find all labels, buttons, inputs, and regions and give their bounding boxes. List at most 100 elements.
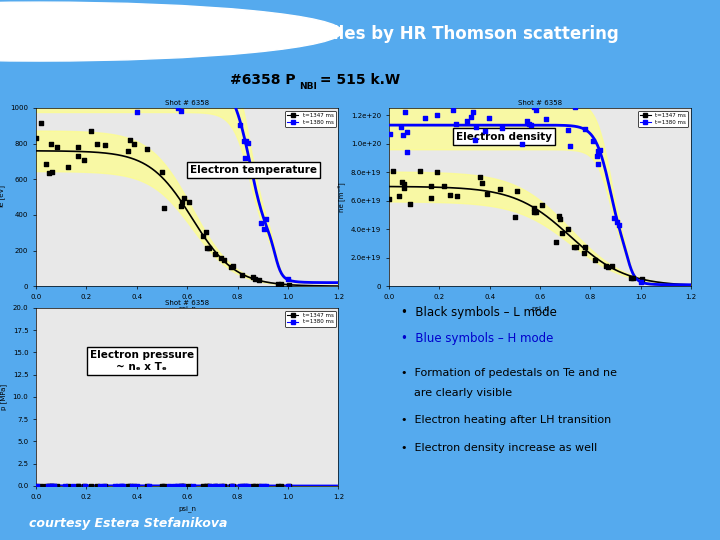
Y-axis label: Te [eV]: Te [eV] bbox=[0, 185, 5, 209]
Point bbox=[397, 131, 408, 139]
Point bbox=[395, 123, 406, 131]
Point bbox=[226, 92, 238, 100]
Point bbox=[399, 179, 410, 188]
Point bbox=[197, 482, 209, 490]
Point bbox=[420, 114, 431, 123]
Point bbox=[124, 136, 135, 145]
Point bbox=[91, 482, 103, 490]
Point bbox=[578, 249, 590, 258]
Point bbox=[426, 194, 437, 202]
Point bbox=[516, 139, 528, 148]
Point bbox=[564, 141, 575, 150]
Text: •  Blue symbols – H mode: • Blue symbols – H mode bbox=[402, 332, 554, 345]
Point bbox=[613, 221, 624, 230]
Point bbox=[282, 275, 294, 284]
Point bbox=[451, 191, 463, 200]
Title: Shot # 6358: Shot # 6358 bbox=[518, 100, 562, 106]
Point bbox=[284, 482, 295, 490]
Point bbox=[239, 153, 251, 162]
Point bbox=[217, 482, 228, 490]
Point bbox=[469, 136, 480, 144]
Legend: t=1347 ms, t=1380 ms: t=1347 ms, t=1380 ms bbox=[284, 310, 336, 327]
Point bbox=[109, 482, 120, 490]
Point bbox=[432, 111, 444, 119]
Point bbox=[384, 130, 395, 138]
Point bbox=[568, 243, 580, 252]
Point bbox=[176, 202, 187, 211]
Point bbox=[31, 91, 42, 99]
Point bbox=[215, 253, 227, 262]
Point bbox=[521, 117, 532, 125]
Point bbox=[113, 84, 125, 92]
Point bbox=[94, 482, 106, 490]
Point bbox=[183, 198, 194, 206]
Point bbox=[587, 137, 598, 145]
Point bbox=[168, 100, 179, 109]
Point bbox=[554, 214, 566, 223]
Point bbox=[42, 85, 53, 94]
Point bbox=[528, 103, 539, 111]
Text: •  Electron heating after LH transition: • Electron heating after LH transition bbox=[402, 415, 612, 425]
Point bbox=[51, 142, 63, 151]
Point bbox=[172, 104, 184, 112]
Point bbox=[247, 482, 258, 490]
Point bbox=[401, 147, 413, 156]
Point bbox=[131, 482, 143, 490]
Point bbox=[242, 139, 253, 147]
Point bbox=[85, 127, 96, 136]
Point bbox=[495, 185, 506, 193]
Point bbox=[43, 482, 55, 490]
Point bbox=[236, 482, 248, 490]
Point bbox=[400, 107, 411, 116]
Text: •  Black symbols – L mode: • Black symbols – L mode bbox=[402, 306, 557, 319]
Point bbox=[156, 482, 168, 490]
Point bbox=[625, 274, 636, 282]
Point bbox=[256, 482, 267, 490]
Point bbox=[177, 94, 189, 103]
Point bbox=[210, 482, 221, 490]
Point bbox=[40, 482, 52, 490]
Point bbox=[451, 120, 462, 129]
Point bbox=[43, 168, 55, 177]
Point bbox=[204, 482, 216, 490]
Point bbox=[217, 66, 228, 75]
Text: Electron density: Electron density bbox=[456, 132, 552, 141]
Point bbox=[202, 482, 213, 490]
Point bbox=[530, 105, 541, 114]
Point bbox=[509, 212, 521, 221]
Point bbox=[447, 105, 459, 114]
Point bbox=[59, 66, 71, 75]
Point bbox=[240, 137, 251, 146]
Point bbox=[234, 482, 246, 490]
Point bbox=[275, 280, 287, 288]
Point bbox=[158, 482, 170, 490]
Point bbox=[46, 167, 58, 176]
Text: Electron temperature: Electron temperature bbox=[190, 165, 318, 176]
Point bbox=[227, 262, 238, 271]
Point bbox=[562, 225, 574, 233]
Point bbox=[117, 482, 128, 490]
Point bbox=[99, 141, 110, 150]
Point bbox=[131, 108, 143, 117]
Title: Shot # 6358: Shot # 6358 bbox=[165, 300, 210, 306]
Point bbox=[211, 482, 222, 490]
Point bbox=[94, 60, 106, 69]
Point bbox=[477, 179, 488, 187]
Point bbox=[260, 482, 271, 490]
Point bbox=[401, 127, 413, 136]
Point bbox=[115, 53, 127, 62]
Point bbox=[225, 262, 237, 271]
Point bbox=[240, 482, 251, 490]
Point bbox=[124, 482, 135, 490]
Point bbox=[143, 482, 155, 490]
Point bbox=[59, 482, 71, 490]
Point bbox=[562, 126, 574, 134]
Point bbox=[62, 482, 73, 490]
Point bbox=[78, 156, 90, 164]
Point bbox=[171, 482, 182, 490]
Point bbox=[197, 232, 209, 241]
Point bbox=[175, 482, 186, 490]
Point bbox=[45, 482, 57, 490]
Point bbox=[79, 76, 91, 85]
Point bbox=[249, 275, 261, 284]
